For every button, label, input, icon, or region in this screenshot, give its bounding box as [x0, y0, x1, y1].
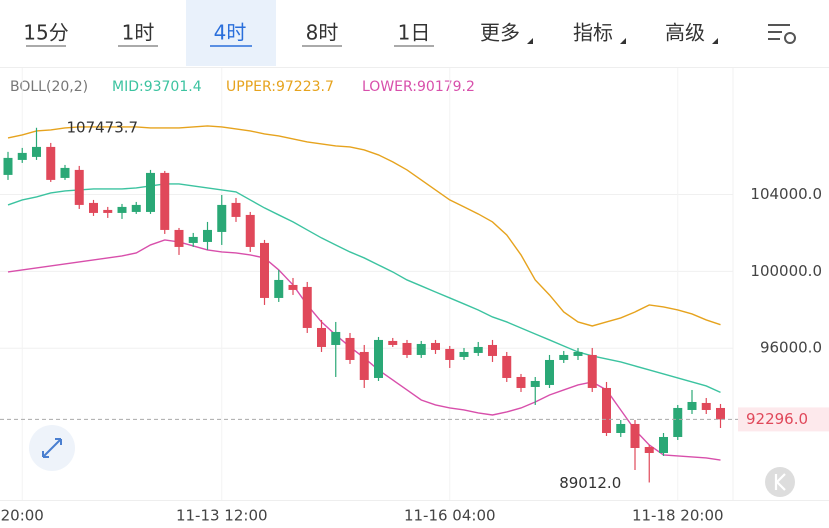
candle-body — [288, 284, 298, 290]
y-tick-label: 96000.0 — [760, 339, 822, 357]
candle-body — [317, 327, 326, 347]
candle-body — [331, 331, 341, 345]
candle-body — [716, 407, 725, 420]
x-tick-label: 11-13 12:00 — [176, 507, 268, 525]
candle-body — [488, 344, 497, 356]
candle-body — [46, 146, 56, 180]
candle-body — [502, 355, 512, 378]
candle-body — [274, 279, 284, 298]
candle-body — [231, 202, 241, 217]
candle-body — [530, 380, 540, 387]
candle-body — [416, 343, 426, 355]
x-tick-label: 11-16 04:00 — [404, 507, 496, 525]
candle-body — [673, 407, 683, 437]
candle-body — [174, 229, 184, 247]
candle-body — [103, 209, 113, 213]
legend-entry: UPPER:97223.7 — [226, 79, 334, 95]
candle-body — [188, 236, 198, 243]
candle-body — [516, 376, 526, 388]
candle-body — [203, 229, 212, 242]
candle-body — [32, 146, 41, 157]
last-price-label: 92296.0 — [746, 410, 808, 428]
x-tick-label: 11-18 20:00 — [632, 507, 724, 525]
settings-icon[interactable] — [768, 24, 796, 44]
expand-button[interactable] — [29, 425, 75, 471]
candle-body — [388, 340, 398, 345]
dropdown-caret — [620, 38, 626, 44]
y-tick-label: 104000.0 — [750, 185, 822, 203]
candle-body — [260, 242, 269, 298]
tab[interactable]: 15分 — [23, 21, 68, 45]
tab[interactable]: 1日 — [398, 21, 431, 45]
tab[interactable]: 高级 — [665, 21, 705, 45]
candle-body — [616, 423, 626, 433]
candle-body — [687, 401, 697, 410]
candle-body — [117, 206, 127, 213]
kline-button[interactable] — [765, 467, 795, 497]
candle-body — [644, 446, 654, 453]
candle-body — [473, 346, 483, 353]
candle-body — [587, 354, 597, 388]
tab[interactable]: 指标 — [573, 21, 613, 45]
candle-body — [74, 169, 84, 205]
candle-body — [60, 167, 70, 178]
candle-body — [89, 202, 98, 213]
tab[interactable]: 1时 — [122, 21, 155, 45]
candle-body — [302, 286, 312, 328]
band-line — [7, 183, 721, 394]
indicator-label: BOLL(20,2) — [10, 79, 88, 95]
candle-body — [17, 152, 27, 160]
candle-body — [630, 423, 640, 448]
candle-body — [602, 387, 611, 433]
candle-body — [146, 172, 155, 212]
last-price-box — [738, 407, 829, 432]
candle-body — [545, 359, 554, 385]
candle-body — [402, 342, 412, 355]
candle-body — [245, 214, 255, 247]
legend-entry: LOWER:90179.2 — [362, 79, 475, 95]
tab[interactable]: 8时 — [306, 21, 339, 45]
candle-body — [359, 351, 369, 380]
candle-body — [573, 351, 583, 356]
candle-body — [431, 342, 440, 350]
legend-entry: MID:93701.4 — [112, 79, 202, 95]
candle-body — [217, 204, 227, 232]
candle-body — [374, 339, 383, 378]
x-tick-label: 20:00 — [1, 507, 44, 525]
candle-body — [345, 337, 355, 360]
candle-body — [459, 351, 469, 357]
candle-body — [3, 157, 13, 175]
max-marker: 107473.7 — [67, 118, 139, 136]
min-marker: 89012.0 — [559, 474, 621, 492]
tab[interactable]: 更多 — [480, 21, 520, 45]
candle-body — [131, 204, 141, 212]
tab-bar — [0, 0, 829, 68]
candle-body — [559, 354, 569, 360]
y-tick-label: 100000.0 — [750, 262, 822, 280]
candle-body — [659, 436, 668, 453]
tab[interactable]: 4时 — [214, 21, 247, 45]
candle-body — [701, 402, 711, 410]
selected-tab-bg — [186, 0, 276, 66]
candle-body — [445, 348, 455, 360]
candle-body — [160, 172, 170, 230]
dropdown-caret — [712, 38, 718, 44]
band-line — [7, 125, 721, 327]
dropdown-caret — [527, 38, 533, 44]
